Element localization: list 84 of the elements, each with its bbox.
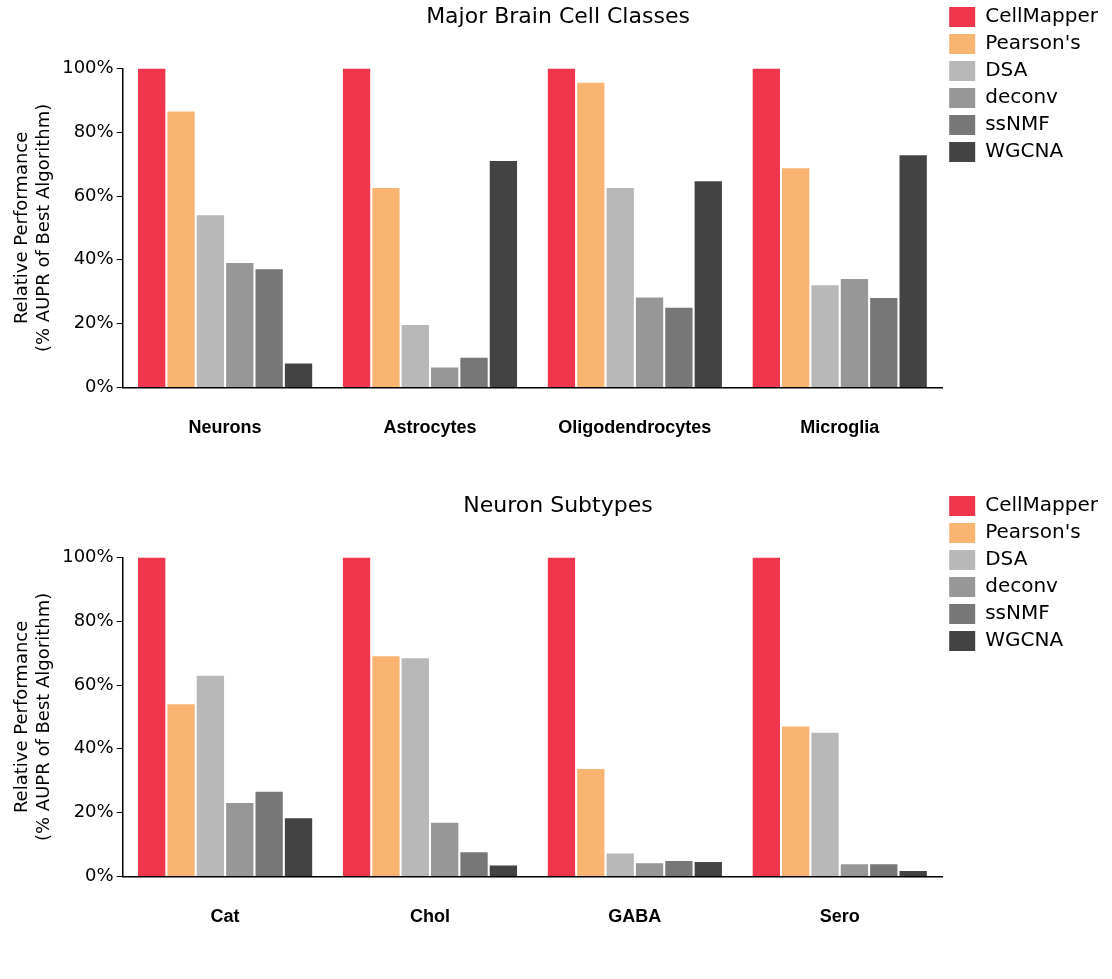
bar: [167, 704, 195, 876]
x-tick-label: Chol: [409, 906, 450, 927]
bar: [694, 181, 722, 387]
bar: [401, 324, 429, 387]
bar: [489, 160, 518, 387]
bar: [460, 357, 488, 387]
legend-label: ssNMF: [985, 600, 1050, 625]
chart-title: Major Brain Cell Classes: [426, 2, 690, 28]
legend-label: ssNMF: [985, 111, 1050, 136]
bar: [752, 557, 780, 876]
legend-label: Pearson's: [985, 519, 1081, 544]
legend-label: deconv: [985, 573, 1059, 598]
bar: [782, 168, 810, 387]
bar: [811, 285, 839, 387]
y-tick-label: 80%: [73, 608, 114, 630]
bar: [167, 111, 195, 387]
bar: [694, 862, 722, 876]
bar: [431, 822, 459, 876]
x-tick-label: Sero: [819, 906, 860, 927]
y-tick-label: 100%: [62, 545, 114, 567]
bar: [665, 861, 693, 876]
legend-label: WGCNA: [985, 138, 1064, 163]
bar: [665, 307, 693, 387]
bar: [226, 262, 254, 387]
bar: [577, 82, 605, 387]
y-tick-label: 0%: [85, 375, 114, 397]
bar: [138, 557, 166, 876]
bar: [342, 557, 371, 876]
legend-label: WGCNA: [985, 627, 1064, 652]
y-tick-label: 0%: [85, 864, 114, 886]
x-tick-label: GABA: [608, 906, 662, 927]
bar: [840, 278, 869, 387]
legend-label: DSA: [985, 546, 1028, 571]
bar: [782, 726, 810, 876]
bar: [606, 853, 634, 876]
bar: [811, 732, 839, 876]
bar: [342, 68, 371, 387]
bar: [489, 865, 518, 876]
bar: [870, 298, 898, 387]
bar: [606, 188, 634, 387]
y-tick-label: 60%: [73, 672, 114, 694]
x-tick-label: Astrocytes: [383, 417, 477, 438]
chart-title: Neuron Subtypes: [463, 491, 653, 517]
y-tick-label: 40%: [73, 247, 114, 269]
bar: [284, 818, 313, 876]
bar: [196, 215, 225, 387]
y-axis-title: Relative Performance (% AUPR of Best Algorithm): [10, 103, 54, 353]
bar: [460, 852, 488, 876]
bar: [255, 791, 283, 876]
bar: [635, 297, 664, 387]
bar: [431, 367, 459, 387]
x-tick-label: Oligodendrocytes: [558, 417, 712, 438]
legend-label: DSA: [985, 57, 1028, 82]
bar: [138, 68, 166, 387]
bar: [870, 864, 898, 876]
y-tick-label: 100%: [62, 56, 114, 78]
bar: [547, 557, 576, 876]
bar: [372, 656, 400, 876]
bar: [899, 155, 927, 387]
y-tick-label: 40%: [73, 736, 114, 758]
bar: [635, 863, 664, 876]
x-tick-label: Neurons: [188, 417, 262, 438]
x-tick-label: Microglia: [800, 417, 881, 438]
y-axis-title: Relative Performance (% AUPR of Best Algorithm): [10, 592, 54, 842]
bar: [840, 864, 869, 876]
bar: [899, 870, 927, 876]
bar: [372, 188, 400, 387]
legend-label: CellMapper: [985, 3, 1099, 28]
bar: [547, 68, 576, 387]
y-tick-label: 20%: [73, 311, 114, 333]
bar: [401, 658, 429, 876]
y-tick-label: 80%: [73, 119, 114, 141]
bar: [752, 68, 780, 387]
bar: [255, 269, 283, 387]
bar: [284, 363, 313, 387]
bar: [226, 803, 254, 876]
bar: [196, 675, 225, 876]
y-tick-label: 60%: [73, 183, 114, 205]
legend-label: deconv: [985, 84, 1059, 109]
legend-label: CellMapper: [985, 492, 1099, 517]
x-tick-label: Cat: [210, 906, 240, 927]
bar: [577, 768, 605, 876]
y-tick-label: 20%: [73, 800, 114, 822]
legend-label: Pearson's: [985, 30, 1081, 55]
